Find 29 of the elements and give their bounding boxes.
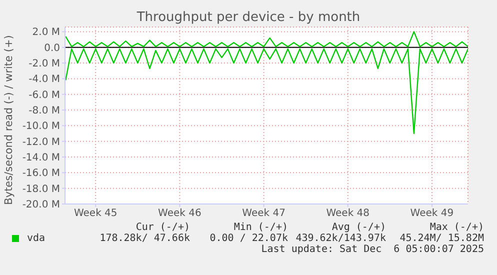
y-tick-label: -4.0 M xyxy=(28,74,60,86)
y-tick-label: -10.0 M xyxy=(22,121,60,132)
text: 45.24M/ 15.82M xyxy=(398,233,484,244)
text: Max (-/+) xyxy=(428,222,484,233)
text: Last update: Sat Dec 6 05:00:07 2025 xyxy=(260,244,484,255)
x-tick-label: Week 48 xyxy=(326,208,370,220)
text: Min (-/+) xyxy=(232,222,288,233)
y-tick-label: -12.0 M xyxy=(22,136,60,148)
chart-title: Throughput per device - by month xyxy=(136,10,362,25)
text: 0.00 / 22.07k xyxy=(208,233,288,244)
y-tick-label: 2.0 M xyxy=(32,27,60,38)
y-tick-label: -2.0 M xyxy=(28,58,60,70)
text: Avg (-/+) xyxy=(330,222,386,233)
y-tick-label: -6.0 M xyxy=(28,90,60,101)
x-tick-label: Week 46 xyxy=(158,208,202,220)
y-tick-label: -16.0 M xyxy=(22,168,60,180)
text: 439.62k/143.97k xyxy=(294,233,386,244)
x-tick-label: Week 47 xyxy=(242,208,286,220)
text: Cur (-/+) xyxy=(134,222,190,233)
y-axis-title: Bytes/second read (-) / write (+) xyxy=(3,35,16,205)
y-tick-label: -14.0 M xyxy=(22,152,60,164)
y-tick-label: 0.0 xyxy=(44,42,60,54)
text: 178.28k/ 47.66k xyxy=(98,233,190,244)
y-tick-label: -18.0 M xyxy=(22,184,60,195)
x-tick-label: Week 49 xyxy=(410,208,454,220)
y-tick-label: -8.0 M xyxy=(28,106,60,117)
legend-label: vda xyxy=(27,233,46,244)
y-tick-label: -20.0 M xyxy=(22,200,60,211)
x-tick-label: Week 45 xyxy=(74,208,118,220)
